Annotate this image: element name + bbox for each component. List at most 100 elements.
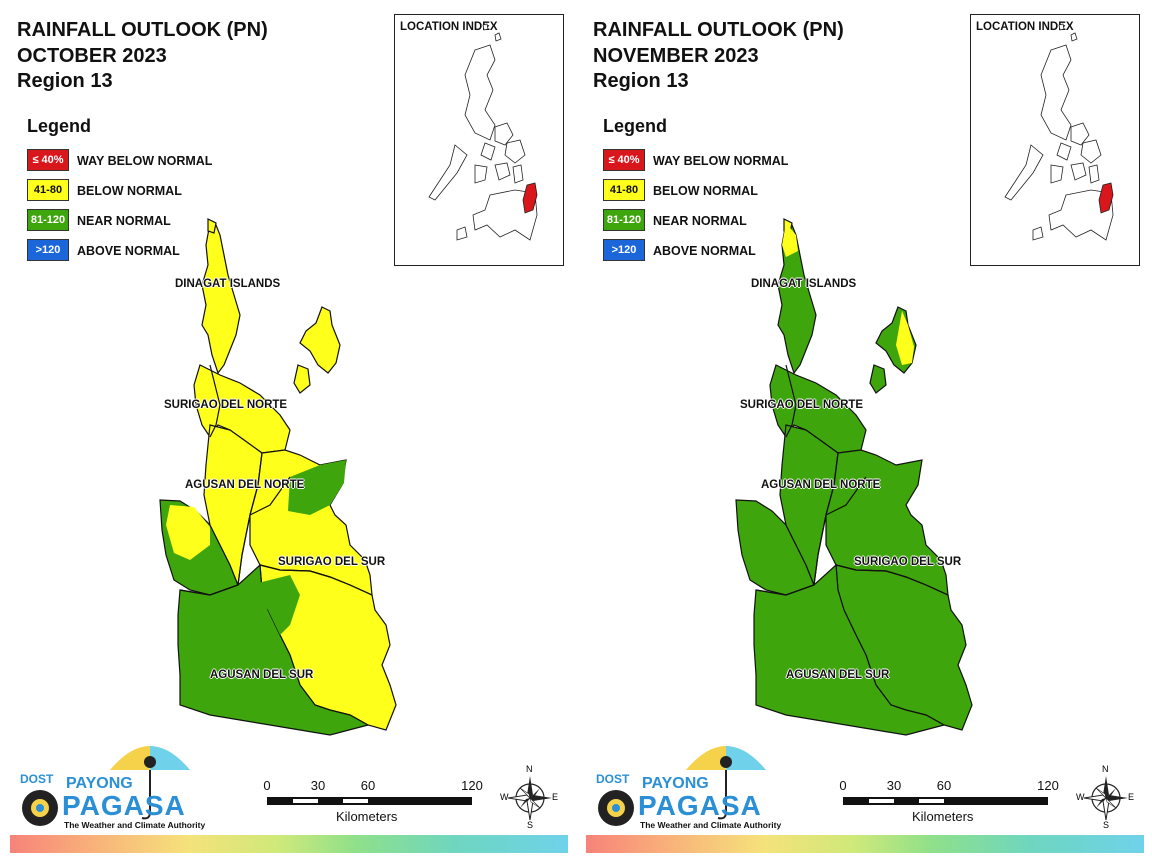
compass-s: S <box>527 820 534 830</box>
province-border-4 <box>825 476 867 516</box>
compass-rose-icon: N S E W <box>1076 764 1136 830</box>
scale-tick: 30 <box>886 778 902 793</box>
area-dinagat <box>777 222 817 375</box>
area-agusanSur <box>177 563 370 736</box>
outlook-zone-1 <box>896 311 914 365</box>
title-region: Region 13 <box>593 70 689 92</box>
province-border-2 <box>755 584 815 596</box>
legend-label: BELOW NORMAL <box>653 184 758 198</box>
compass-w: W <box>500 792 509 802</box>
legend-label: NEAR NORMAL <box>653 214 747 228</box>
scale-unit: Kilometers <box>912 809 974 824</box>
province-border-2 <box>179 584 239 596</box>
scale-unit: Kilometers <box>336 809 398 824</box>
outlook-zone-2 <box>250 575 300 635</box>
title-region: Region 13 <box>17 70 113 92</box>
legend-swatch: ≤ 40% <box>27 149 69 171</box>
outlook-zone-0 <box>782 223 798 257</box>
philippines-locator-map <box>428 23 538 241</box>
pagasa-logo: DOST PAYONG PAGASA The Weather and Clima… <box>594 742 781 834</box>
scale-tick: 30 <box>310 778 326 793</box>
area-bucas <box>293 364 311 394</box>
inset-title: LOCATION INDEX <box>976 21 1074 33</box>
scale-bar-graphic <box>267 797 472 805</box>
label-dinagat-islands: DINAGAT ISLANDS <box>751 278 857 290</box>
province-border-4 <box>249 476 291 516</box>
legend-label: NEAR NORMAL <box>77 214 171 228</box>
scale-bar: 0 30 60 120 Kilometers <box>839 778 1070 828</box>
province-border-0 <box>209 364 221 438</box>
dost-seal-icon <box>22 790 58 826</box>
tagline: The Weather and Climate Authority <box>640 820 782 830</box>
dost-text: DOST <box>596 772 630 786</box>
dost-seal-icon <box>598 790 634 826</box>
map-title: RAINFALL OUTLOOK (PN) OCTOBER 2023 Regio… <box>17 18 268 95</box>
title-line-1: RAINFALL OUTLOOK (PN) <box>593 19 844 41</box>
compass-n: N <box>526 764 533 774</box>
region-13-map: DINAGAT ISLANDS SURIGAO DEL NORTE AGUSAN… <box>150 215 420 745</box>
scale-bar-graphic <box>843 797 1048 805</box>
panel-october: RAINFALL OUTLOOK (PN) OCTOBER 2023 Regio… <box>10 14 568 853</box>
province-border-3 <box>259 564 373 596</box>
location-index-inset: LOCATION INDEX <box>394 14 564 266</box>
scale-tick: 0 <box>839 778 847 793</box>
region-13-map: DINAGAT ISLANDS SURIGAO DEL NORTE AGUSAN… <box>726 215 996 745</box>
legend-title: Legend <box>27 116 92 136</box>
area-agusanSur <box>753 563 946 736</box>
legend-swatch: 41-80 <box>603 179 645 201</box>
province-border-0 <box>785 364 797 438</box>
label-dinagat-islands: DINAGAT ISLANDS <box>175 278 281 290</box>
panel-november: RAINFALL OUTLOOK (PN) NOVEMBER 2023 Regi… <box>576 0 1152 864</box>
legend-swatch: >120 <box>27 239 69 261</box>
legend-title: Legend <box>603 116 668 136</box>
label-agusan-del-norte: AGUSAN DEL NORTE <box>185 479 305 491</box>
area-bucas <box>869 364 887 394</box>
label-agusan-del-sur: AGUSAN DEL SUR <box>210 669 314 681</box>
label-agusan-del-norte: AGUSAN DEL NORTE <box>761 479 881 491</box>
title-month: OCTOBER 2023 <box>17 44 167 67</box>
legend-swatch: 81-120 <box>27 209 69 231</box>
compass-e: E <box>552 792 559 802</box>
area-surSurNorth <box>825 449 949 596</box>
scale-tick: 120 <box>461 778 483 793</box>
area-dinagatTip <box>207 218 217 234</box>
outlook-zone-0 <box>166 505 210 560</box>
payong-text: PAYONG <box>66 775 133 792</box>
legend-swatch: 41-80 <box>27 179 69 201</box>
choropleth <box>735 218 973 736</box>
legend-label: ABOVE NORMAL <box>77 244 180 258</box>
compass-w: W <box>1076 792 1085 802</box>
label-agusan-del-sur: AGUSAN DEL SUR <box>786 669 890 681</box>
payong-text: PAYONG <box>642 775 709 792</box>
title-line-1: RAINFALL OUTLOOK (PN) <box>17 19 268 41</box>
label-surigao-del-sur: SURIGAO DEL SUR <box>278 556 386 568</box>
legend-label: WAY BELOW NORMAL <box>77 154 213 168</box>
pagasa-text: PAGASA <box>638 790 762 821</box>
legend-label: BELOW NORMAL <box>77 184 182 198</box>
legend-swatch: ≤ 40% <box>603 149 645 171</box>
scale-tick: 60 <box>360 778 376 793</box>
tagline: The Weather and Climate Authority <box>64 820 206 830</box>
compass-n: N <box>1102 764 1109 774</box>
legend-swatch: 81-120 <box>603 209 645 231</box>
choropleth <box>159 218 397 736</box>
footer-gradient-bar <box>586 835 1144 853</box>
dost-text: DOST <box>20 772 54 786</box>
legend-label: WAY BELOW NORMAL <box>653 154 789 168</box>
footer-gradient-bar <box>10 835 568 853</box>
compass-e: E <box>1128 792 1135 802</box>
legend-swatch: >120 <box>603 239 645 261</box>
philippines-locator-map <box>1004 23 1114 241</box>
label-surigao-del-norte: SURIGAO DEL NORTE <box>740 399 864 411</box>
map-title: RAINFALL OUTLOOK (PN) NOVEMBER 2023 Regi… <box>593 18 844 95</box>
label-surigao-del-sur: SURIGAO DEL SUR <box>854 556 962 568</box>
region-13-highlight <box>1098 182 1114 214</box>
scale-tick: 0 <box>263 778 271 793</box>
inset-title: LOCATION INDEX <box>400 21 498 33</box>
pagasa-logo: DOST PAYONG PAGASA The Weather and Clima… <box>18 742 205 834</box>
title-month: NOVEMBER 2023 <box>593 44 759 67</box>
area-dinagat <box>201 222 241 375</box>
area-siargao <box>299 306 341 374</box>
scale-tick: 120 <box>1037 778 1059 793</box>
province-border-3 <box>835 564 949 596</box>
